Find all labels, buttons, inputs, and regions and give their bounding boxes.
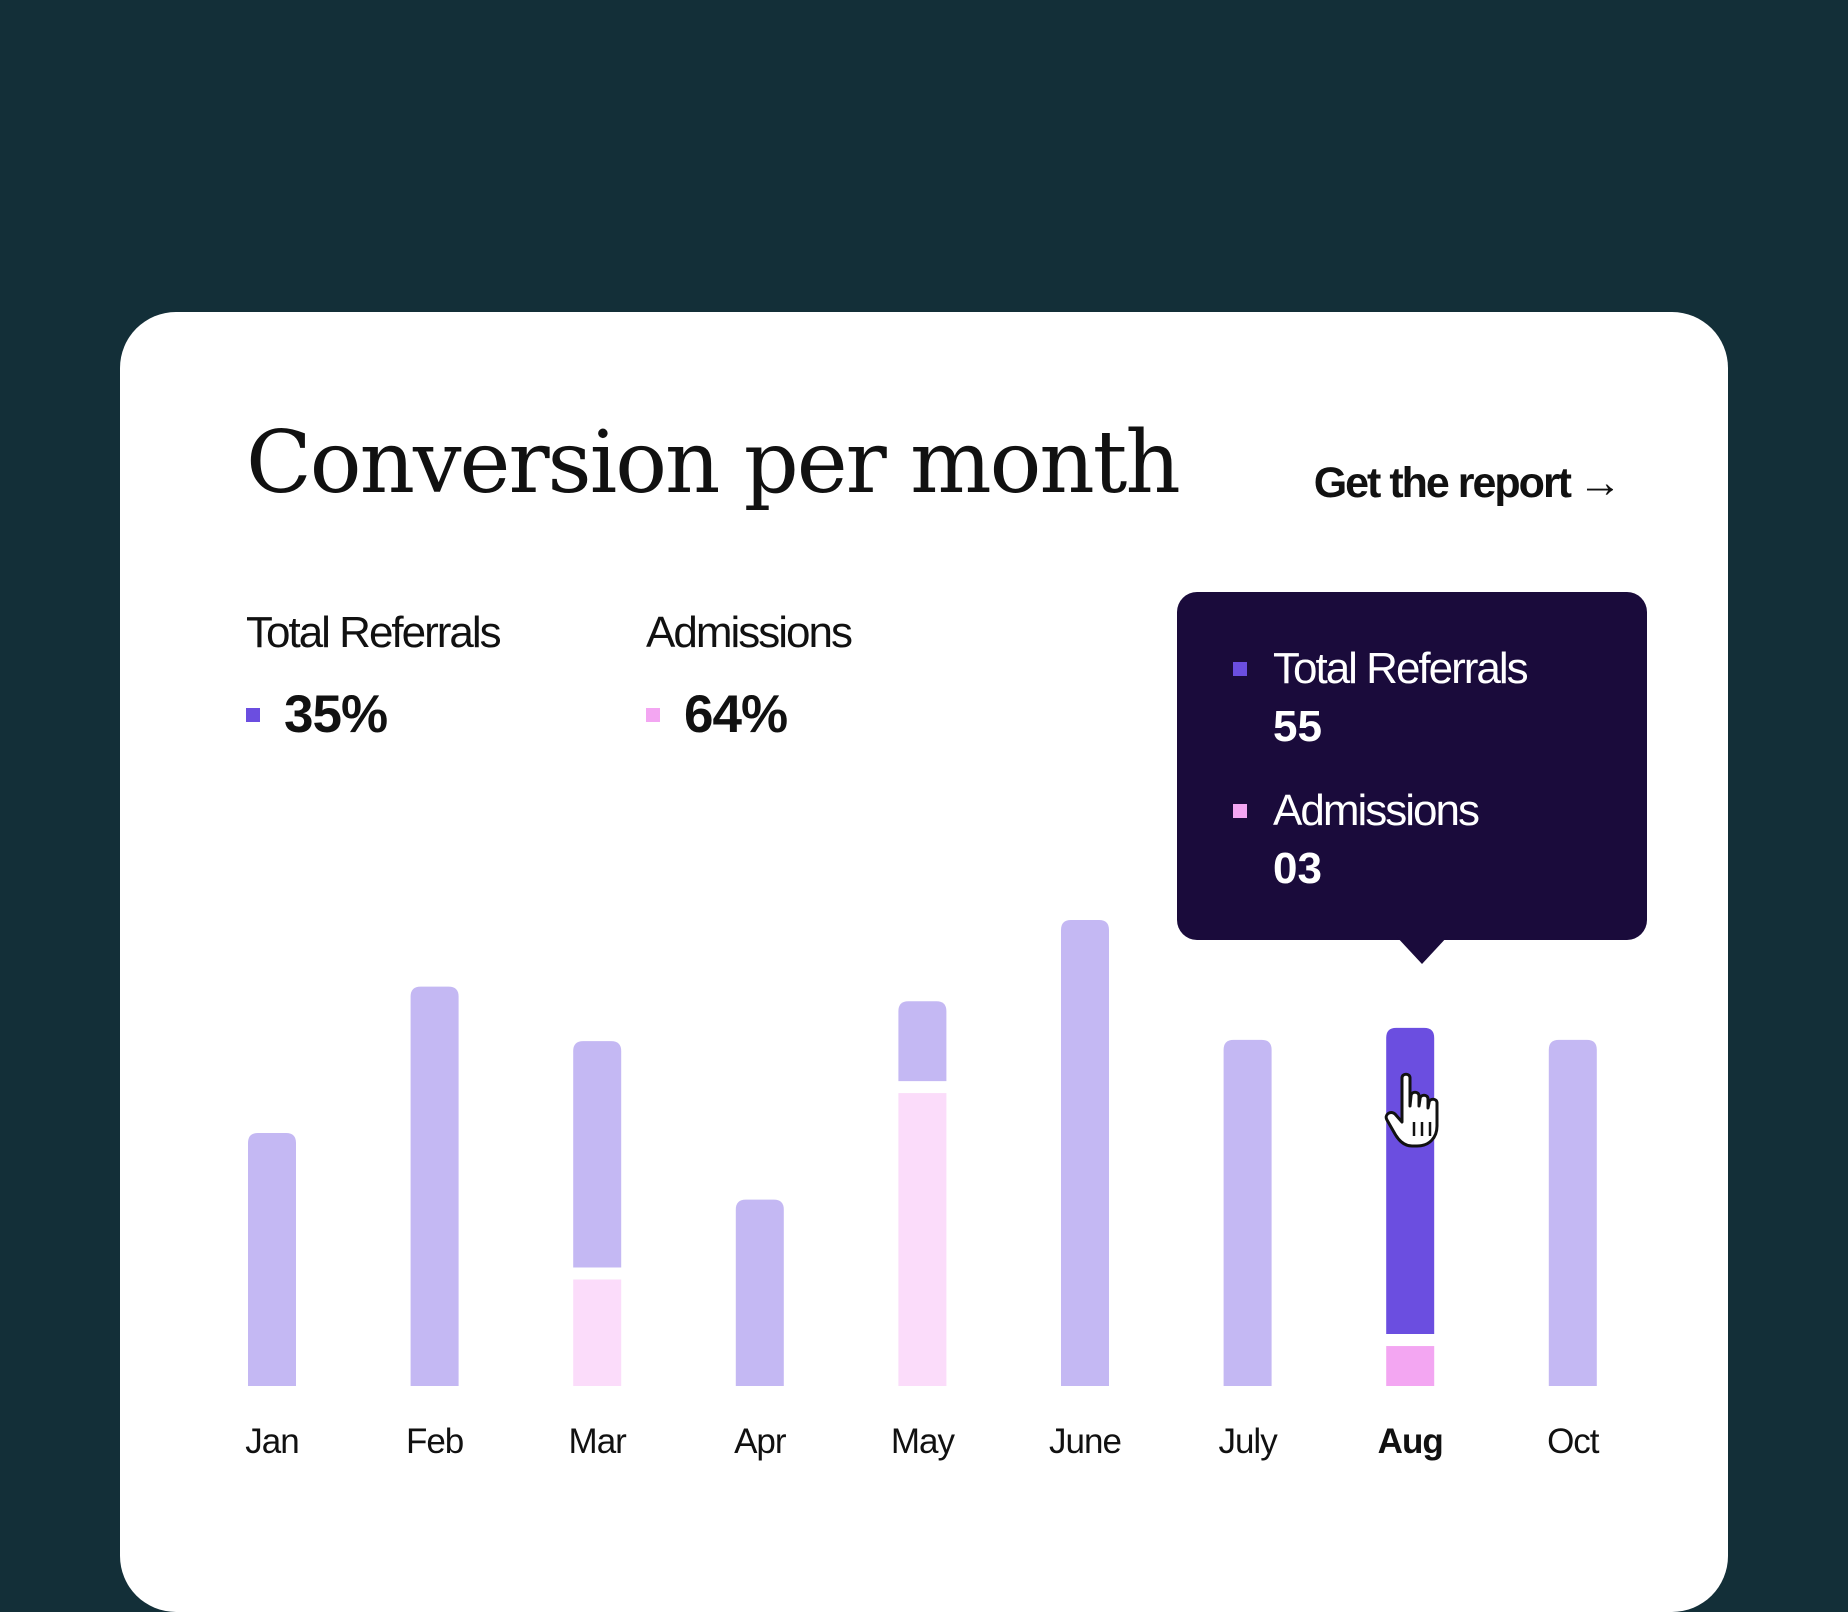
bar-referrals-july[interactable] [1223, 1039, 1272, 1386]
x-tick-label-july: July [1218, 1422, 1278, 1461]
chart-card: Conversion per month Get the report → To… [120, 312, 1728, 1612]
bar-admissions-aug[interactable] [1386, 1346, 1435, 1386]
legend-referrals-swatch [246, 707, 260, 722]
tooltip-referrals-value: 55 [1273, 702, 1322, 751]
bar-referrals-apr[interactable] [735, 1199, 784, 1386]
x-tick-label-may: May [891, 1422, 956, 1461]
tooltip-admissions-swatch [1233, 804, 1247, 818]
bar-referrals-mar[interactable] [573, 1041, 622, 1268]
tooltip-referrals-label: Total Referrals [1273, 644, 1529, 693]
bar-admissions-may[interactable] [898, 1093, 947, 1386]
legend-admissions-label: Admissions [646, 608, 853, 657]
x-tick-label-jan: Jan [245, 1422, 298, 1461]
bar-referrals-may[interactable] [898, 1001, 947, 1082]
legend-admissions: Admissions 64% [646, 608, 853, 745]
legend-referrals-label: Total Referrals [246, 608, 502, 657]
x-tick-label-mar: Mar [569, 1422, 628, 1461]
bar-referrals-oct[interactable] [1548, 1039, 1597, 1386]
bar-referrals-jan[interactable] [248, 1133, 296, 1386]
tooltip-pointer [1396, 936, 1448, 964]
arrow-right-icon: → [1578, 458, 1622, 507]
bar-referrals-feb[interactable] [410, 986, 459, 1386]
x-tick-label-feb: Feb [406, 1422, 463, 1461]
legend-admissions-value: 64% [684, 685, 788, 744]
chart-tooltip: Total Referrals 55 Admissions 03 [1177, 592, 1647, 964]
x-tick-label-june: June [1049, 1422, 1121, 1461]
x-tick-label-apr: Apr [734, 1422, 787, 1461]
legend-referrals-value: 35% [284, 685, 388, 744]
tooltip-admissions: Admissions 03 [1233, 786, 1480, 894]
tooltip-admissions-value: 03 [1273, 844, 1322, 893]
legend-referrals: Total Referrals 35% [246, 608, 502, 745]
tooltip-referrals-swatch [1233, 662, 1247, 676]
tooltip-admissions-label: Admissions [1273, 786, 1480, 835]
get-report-label: Get the report [1313, 458, 1572, 507]
legend-admissions-swatch [646, 707, 660, 722]
tooltip-referrals: Total Referrals 55 [1233, 644, 1529, 752]
x-tick-label-aug: Aug [1378, 1422, 1443, 1461]
bar-referrals-june[interactable] [1061, 920, 1109, 1386]
chart-title: Conversion per month [246, 413, 1181, 513]
bar-chart: Jan Feb Mar Apr May June July Aug Oct [245, 920, 1601, 1461]
bar-admissions-mar[interactable] [573, 1279, 622, 1386]
get-report-link[interactable]: Get the report → [1313, 458, 1622, 508]
x-tick-label-oct: Oct [1547, 1422, 1600, 1461]
hand-pointer-icon [1384, 1070, 1450, 1155]
